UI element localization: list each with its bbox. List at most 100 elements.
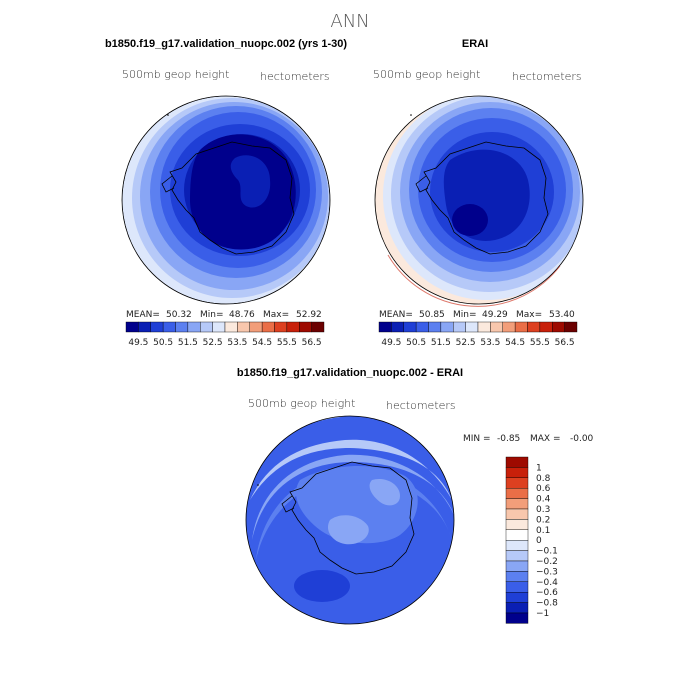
colorbar-cell	[249, 321, 263, 333]
page-title: ANN	[330, 11, 369, 32]
colorbar-cell	[440, 321, 454, 333]
panel-difference-max: -0.00	[570, 434, 594, 444]
colorbar-tick-label: −0.1	[536, 547, 558, 557]
colorbar-cell	[138, 321, 151, 333]
panel-difference-map	[246, 416, 454, 624]
colorbar-cell	[514, 321, 528, 333]
colorbar-tick-label: −0.8	[536, 599, 558, 609]
colorbar-cell	[490, 321, 503, 333]
panel-model-units: hectometers	[260, 70, 330, 83]
colorbar-cell	[453, 321, 466, 333]
colorbar-tick-label: 55.5	[530, 338, 550, 348]
colorbar-cell	[505, 519, 529, 531]
panel-model-mean: 50.32	[166, 310, 192, 320]
panel-difference-units: hectometers	[386, 399, 456, 412]
colorbar-tick-label: 51.5	[178, 338, 198, 348]
colorbar-cell	[465, 321, 479, 333]
panel-reanalysis-max: 53.40	[549, 310, 575, 320]
panel-reanalysis-colorbar	[378, 321, 578, 333]
colorbar-tick-label: 53.5	[480, 338, 500, 348]
panel-model-map-border	[121, 95, 331, 305]
colorbar-cell	[505, 540, 529, 551]
colorbar-cell	[224, 321, 238, 333]
panel-model-min-label: Min=	[200, 310, 224, 320]
colorbar-tick-label: −0.2	[536, 557, 558, 567]
colorbar-tick-label: 52.5	[456, 338, 476, 348]
colorbar-cell	[237, 321, 250, 333]
colorbar-cell	[527, 321, 541, 333]
colorbar-cell	[299, 321, 312, 333]
panel-model: b1850.f19_g17.validation_nuopc.002 (yrs …	[105, 38, 347, 348]
colorbar-tick-label: 52.5	[203, 338, 223, 348]
panel-reanalysis-mean-label: MEAN=	[379, 310, 413, 320]
panel-reanalysis-variable: 500mb geop height	[373, 68, 480, 81]
colorbar-cell	[150, 321, 164, 333]
colorbar-tick-label: 1	[536, 463, 542, 473]
colorbar-cell	[539, 321, 553, 333]
panel-reanalysis-colorbar-labels: 49.5 50.5 51.5 52.5 53.5 54.5 55.5 56.5	[381, 338, 574, 348]
colorbar-tick-label: −0.6	[536, 588, 558, 598]
colorbar-cell	[311, 321, 325, 333]
panel-difference: b1850.f19_g17.validation_nuopc.002 - ERA…	[237, 367, 594, 625]
colorbar-tick-label: −0.4	[536, 578, 558, 588]
panel-reanalysis: ERAI 500mb geop height hectometers MEAN=…	[373, 38, 584, 348]
colorbar-cell	[564, 321, 578, 333]
colorbar-tick-label: 0.3	[536, 505, 550, 515]
panel-difference-colorbar-labels: 10.80.60.40.30.20.10−0.1−0.2−0.3−0.4−0.6…	[536, 463, 558, 619]
panel-model-min: 48.76	[229, 310, 255, 320]
panel-reanalysis-title: ERAI	[462, 38, 488, 50]
panel-model-max-label: Max=	[263, 310, 289, 320]
colorbar-tick-label: 50.5	[406, 338, 426, 348]
panel-difference-max-label: MAX =	[530, 434, 561, 444]
colorbar-cell	[505, 508, 529, 520]
panel-model-title: b1850.f19_g17.validation_nuopc.002 (yrs …	[105, 38, 347, 50]
panel-difference-map-border	[245, 415, 455, 625]
colorbar-cell	[162, 321, 176, 333]
colorbar-tick-label: 51.5	[431, 338, 451, 348]
colorbar-tick-label: 54.5	[505, 338, 525, 348]
colorbar-cell	[403, 321, 417, 333]
colorbar-cell	[274, 321, 288, 333]
colorbar-cell	[505, 529, 529, 541]
colorbar-cell	[378, 321, 392, 333]
colorbar-tick-label: 0	[536, 536, 542, 546]
colorbar-tick-label: 54.5	[252, 338, 272, 348]
panel-model-colorbar	[125, 321, 325, 333]
colorbar-cell	[125, 321, 139, 333]
colorbar-cell	[477, 321, 491, 333]
colorbar-cell	[505, 488, 529, 499]
colorbar-cell	[391, 321, 404, 333]
colorbar-tick-label: 55.5	[277, 338, 297, 348]
colorbar-cell	[505, 550, 529, 562]
panel-reanalysis-max-label: Max=	[516, 310, 542, 320]
colorbar-tick-label: 0.1	[536, 526, 550, 536]
colorbar-cell	[505, 612, 529, 624]
colorbar-cell	[505, 592, 529, 603]
colorbar-tick-label: −1	[536, 609, 549, 619]
colorbar-tick-label: 49.5	[381, 338, 401, 348]
panel-difference-min: -0.85	[497, 434, 520, 444]
panel-reanalysis-units: hectometers	[512, 70, 582, 83]
colorbar-cell	[505, 456, 529, 468]
colorbar-cell	[212, 321, 226, 333]
colorbar-cell	[187, 321, 201, 333]
colorbar-cell	[261, 321, 275, 333]
colorbar-cell	[505, 581, 529, 593]
colorbar-cell	[200, 321, 213, 333]
panel-reanalysis-mean: 50.85	[419, 310, 445, 320]
panel-difference-variable: 500mb geop height	[248, 397, 355, 410]
colorbar-tick-label: 0.8	[536, 474, 551, 484]
panel-model-map	[122, 96, 330, 304]
panel-model-colorbar-labels: 49.5 50.5 51.5 52.5 53.5 54.5 55.5 56.5	[128, 338, 321, 348]
colorbar-cell	[502, 321, 516, 333]
colorbar-cell	[286, 321, 300, 333]
colorbar-tick-label: 50.5	[153, 338, 173, 348]
colorbar-cell	[505, 498, 529, 510]
colorbar-cell	[505, 560, 529, 572]
colorbar-cell	[552, 321, 565, 333]
colorbar-tick-label: 0.2	[536, 515, 550, 525]
colorbar-cell	[175, 321, 189, 333]
panel-difference-colorbar	[505, 456, 529, 624]
colorbar-cell	[505, 477, 529, 489]
panel-reanalysis-min-label: Min=	[453, 310, 477, 320]
